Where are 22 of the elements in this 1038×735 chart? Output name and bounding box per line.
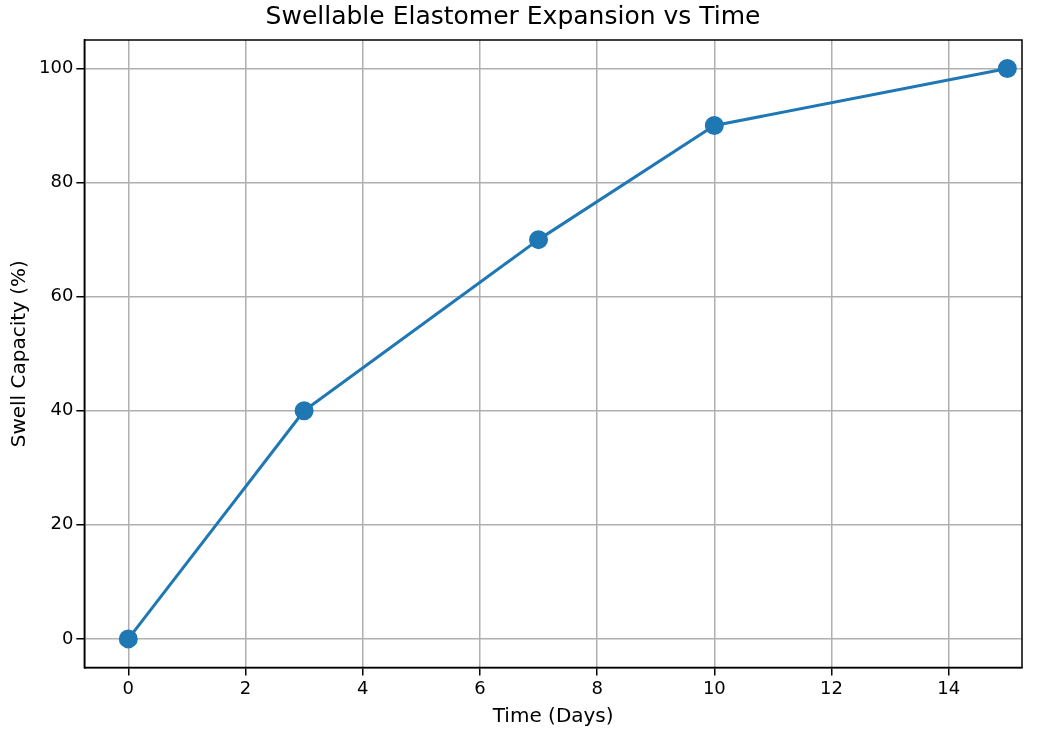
point xyxy=(529,230,549,250)
x-tick-label: 10 xyxy=(702,676,726,698)
x-tick-label: 14 xyxy=(937,676,961,698)
y-tick-label: 80 xyxy=(50,170,74,192)
x-tick-label: 12 xyxy=(820,676,843,698)
x-axis-title: Time (Days) xyxy=(491,703,614,728)
y-tick-label: 60 xyxy=(50,284,74,306)
point xyxy=(997,59,1017,79)
y-tick-label: 0 xyxy=(61,626,74,648)
x-tick-label: 4 xyxy=(356,676,369,698)
y-tick-label: 40 xyxy=(50,398,74,420)
x-tick-label: 0 xyxy=(122,676,135,698)
point xyxy=(704,116,724,136)
x-tick-label: 8 xyxy=(591,676,603,698)
x-tick-label: 2 xyxy=(239,676,252,698)
y-tick-label: 20 xyxy=(50,512,74,534)
chart-title: Swellable Elastomer Expansion vs Time xyxy=(265,0,761,30)
y-tick-label: 100 xyxy=(39,56,74,78)
x-tick-label: 6 xyxy=(474,676,486,698)
y-axis-title: Swell Capacity (%) xyxy=(6,260,31,448)
point xyxy=(118,629,138,649)
point xyxy=(294,401,314,421)
